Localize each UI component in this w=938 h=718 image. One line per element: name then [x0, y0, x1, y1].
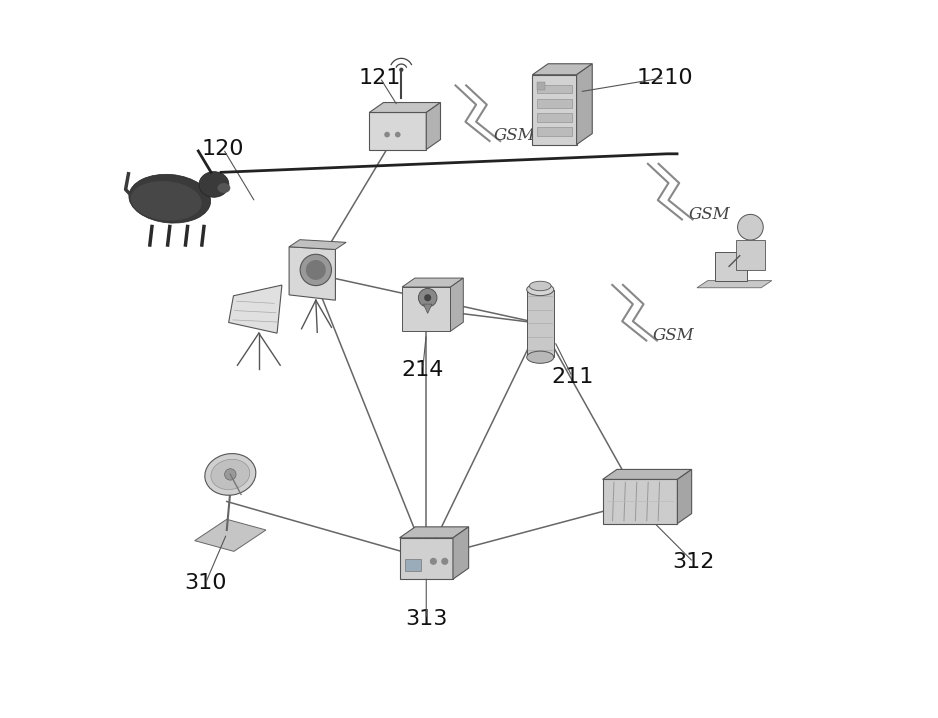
Circle shape [395, 131, 401, 137]
Polygon shape [370, 113, 426, 149]
Polygon shape [602, 480, 677, 523]
Polygon shape [402, 278, 463, 287]
Text: 121: 121 [358, 67, 401, 88]
Bar [537, 85, 572, 93]
Polygon shape [229, 285, 282, 333]
Bar [537, 99, 572, 108]
Circle shape [300, 254, 331, 286]
Ellipse shape [218, 183, 231, 193]
Polygon shape [289, 247, 336, 300]
Text: 310: 310 [184, 574, 227, 593]
Text: 313: 313 [405, 609, 447, 629]
Circle shape [400, 67, 403, 72]
Ellipse shape [527, 284, 553, 296]
Polygon shape [697, 281, 772, 288]
Polygon shape [370, 103, 441, 113]
Ellipse shape [204, 454, 256, 495]
Circle shape [306, 260, 325, 280]
Polygon shape [736, 240, 764, 270]
Circle shape [737, 215, 764, 240]
Polygon shape [402, 287, 450, 331]
Circle shape [385, 131, 390, 137]
Text: GSM: GSM [688, 206, 730, 223]
Ellipse shape [199, 172, 229, 197]
Circle shape [418, 289, 437, 307]
Ellipse shape [527, 351, 553, 363]
Polygon shape [426, 103, 441, 149]
Circle shape [430, 558, 437, 565]
Polygon shape [533, 64, 592, 75]
Circle shape [424, 294, 431, 302]
Bar [527, 289, 553, 358]
Polygon shape [423, 304, 432, 313]
Ellipse shape [529, 281, 551, 291]
Polygon shape [715, 252, 747, 281]
Ellipse shape [130, 181, 202, 220]
Polygon shape [400, 538, 453, 579]
Bar [405, 559, 421, 571]
Polygon shape [453, 527, 469, 579]
Text: GSM: GSM [653, 327, 694, 344]
Bar [537, 128, 572, 136]
Polygon shape [602, 470, 691, 480]
Ellipse shape [129, 174, 211, 223]
Bar [537, 113, 572, 122]
Polygon shape [533, 75, 577, 144]
Text: 1210: 1210 [637, 67, 693, 88]
Polygon shape [289, 240, 346, 249]
Text: 214: 214 [401, 360, 444, 380]
Polygon shape [400, 527, 469, 538]
Polygon shape [677, 470, 691, 523]
Text: 211: 211 [552, 367, 594, 387]
Polygon shape [195, 519, 266, 551]
Text: 312: 312 [673, 552, 715, 572]
Polygon shape [577, 64, 592, 144]
Circle shape [224, 469, 236, 480]
Ellipse shape [211, 460, 250, 490]
Polygon shape [450, 278, 463, 331]
Circle shape [441, 558, 448, 565]
Text: GSM: GSM [494, 128, 536, 144]
Text: 120: 120 [202, 139, 245, 159]
Bar [537, 82, 545, 90]
